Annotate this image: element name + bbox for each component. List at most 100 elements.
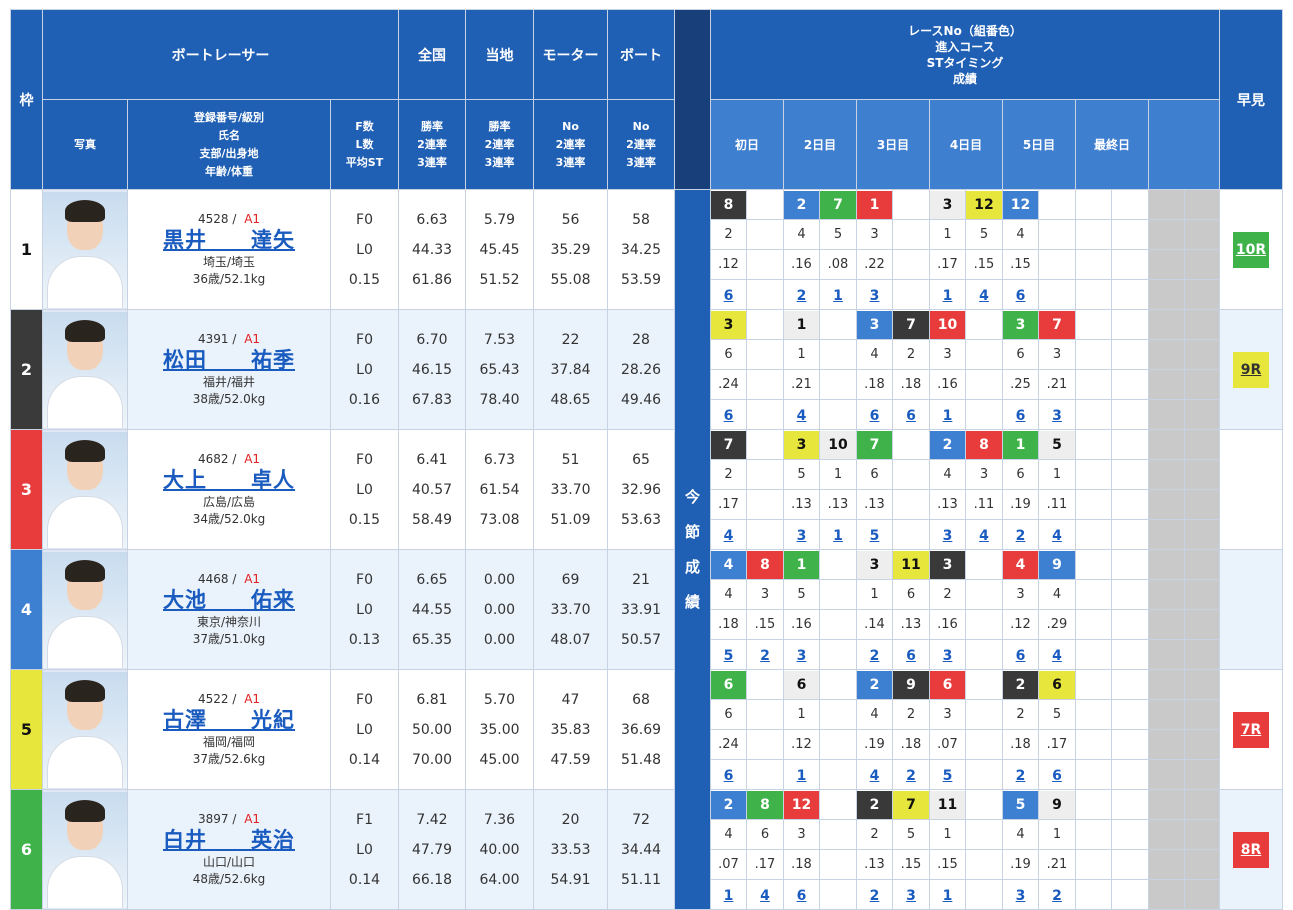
finish-rank-link[interactable]: 6 — [723, 288, 734, 304]
motor-stats-value: 54.91 — [550, 871, 591, 888]
entry-course: 1 — [783, 339, 820, 370]
race-cell-empty — [1184, 459, 1220, 490]
race-number-cell: 11 — [929, 789, 966, 820]
finish-rank-link[interactable]: 4 — [979, 528, 989, 544]
finish-rank-link[interactable]: 4 — [723, 528, 734, 544]
finish-rank-link[interactable]: 1 — [942, 288, 953, 304]
hayami-race-link[interactable]: 9R — [1233, 351, 1269, 388]
racer-info: 4468 / A1 大池 佑来 東京/神奈川 37歳/51.0kg — [127, 549, 331, 670]
st-timing: .16 — [783, 249, 820, 280]
entry-course: 6 — [710, 339, 747, 370]
hayami-race-link[interactable]: 7R — [1233, 711, 1269, 748]
race-number-cell: 8 — [710, 189, 747, 220]
finish-rank-link[interactable]: 6 — [723, 768, 734, 784]
finish-rank-link[interactable]: 1 — [942, 888, 953, 904]
finish-rank-link[interactable]: 6 — [1015, 648, 1026, 664]
finish-rank-link[interactable]: 2 — [869, 648, 880, 664]
st-timing: .12 — [783, 729, 820, 760]
st-timing: .16 — [929, 609, 966, 640]
racer-name-link[interactable]: 松田 祐季 — [163, 347, 295, 372]
finish-rank-link[interactable]: 5 — [869, 528, 880, 544]
class-separator: / — [228, 451, 241, 466]
finish-rank-link[interactable]: 1 — [796, 768, 807, 784]
race-cell-empty — [746, 699, 784, 730]
entry-course: 1 — [1038, 819, 1076, 850]
racer-photo — [42, 309, 128, 430]
finish-rank-link[interactable]: 3 — [796, 648, 807, 664]
finish-rank-link[interactable]: 1 — [833, 528, 843, 544]
finish-rank-link[interactable]: 1 — [723, 888, 734, 904]
race-number-cell: 12 — [965, 189, 1003, 220]
finish-rank-cell: 3 — [856, 279, 893, 310]
hayami-race-link[interactable]: 8R — [1233, 831, 1269, 868]
racer-name-link[interactable]: 大池 佑来 — [163, 587, 295, 612]
boat-stats: 65 32.96 53.63 — [607, 429, 675, 550]
finish-rank-link[interactable]: 2 — [1052, 888, 1062, 904]
finish-rank-link[interactable]: 3 — [906, 888, 916, 904]
racer-name-link[interactable]: 黒井 達矢 — [163, 227, 295, 252]
finish-rank-link[interactable]: 3 — [942, 528, 953, 544]
race-cell-empty — [965, 849, 1003, 880]
finish-rank-link[interactable]: 6 — [906, 648, 916, 664]
race-number-cell: 3 — [856, 309, 893, 340]
fl-stats-value: 0.15 — [348, 511, 381, 528]
finish-rank-link[interactable]: 4 — [869, 768, 880, 784]
race-cell-empty — [1148, 189, 1185, 220]
race-cell-empty — [1148, 219, 1185, 250]
race-number: 1 — [784, 550, 819, 579]
motor-stats-value: 20 — [561, 811, 580, 828]
finish-rank-link[interactable]: 2 — [1015, 768, 1026, 784]
race-number-cell: 2 — [783, 189, 820, 220]
finish-rank-link[interactable]: 6 — [796, 888, 807, 904]
race-cell-empty — [1111, 429, 1149, 460]
finish-rank-link[interactable]: 6 — [1015, 288, 1026, 304]
finish-rank-link[interactable]: 2 — [906, 768, 916, 784]
finish-rank-link[interactable]: 5 — [723, 648, 734, 664]
st-timing: .13 — [929, 489, 966, 520]
finish-rank-link[interactable]: 4 — [979, 288, 989, 304]
racer-name-link[interactable]: 白井 英治 — [163, 827, 295, 852]
race-number: 3 — [1003, 310, 1038, 339]
entry-course: 2 — [856, 819, 893, 850]
finish-rank-link[interactable]: 6 — [1015, 408, 1026, 424]
finish-rank-link[interactable]: 3 — [869, 288, 880, 304]
race-number-cell: 10 — [819, 429, 857, 460]
race-number: 12 — [1003, 190, 1038, 219]
hayami-cell — [1219, 549, 1283, 670]
finish-rank-link[interactable]: 3 — [1052, 408, 1062, 424]
finish-rank-link[interactable]: 4 — [1052, 528, 1062, 544]
race-cell-empty — [1075, 429, 1112, 460]
finish-rank-link[interactable]: 6 — [1052, 768, 1062, 784]
finish-rank-link[interactable]: 2 — [760, 648, 770, 664]
st-timing: .12 — [710, 249, 747, 280]
finish-rank-link[interactable]: 4 — [1052, 648, 1062, 664]
finish-rank-link[interactable]: 3 — [942, 648, 953, 664]
finish-rank-link[interactable]: 2 — [869, 888, 880, 904]
racer-name-link[interactable]: 大上 卓人 — [163, 467, 295, 492]
finish-rank-link[interactable]: 6 — [723, 408, 734, 424]
race-number: 7 — [1039, 310, 1075, 339]
finish-rank-link[interactable]: 2 — [796, 288, 807, 304]
waku-number: 2 — [10, 309, 43, 430]
zenkoku-stats: 7.42 47.79 66.18 — [398, 789, 466, 910]
finish-rank-link[interactable]: 6 — [869, 408, 880, 424]
finish-rank-link[interactable]: 5 — [942, 768, 953, 784]
finish-rank-link[interactable]: 3 — [1015, 888, 1026, 904]
race-cell-empty — [1111, 459, 1149, 490]
day-header-blank — [1148, 99, 1220, 190]
racer-name-link[interactable]: 古澤 光紀 — [163, 707, 295, 732]
finish-rank-link[interactable]: 4 — [796, 408, 807, 424]
finish-rank-link[interactable]: 1 — [942, 408, 953, 424]
race-cell-empty — [819, 669, 857, 700]
fl-line-1: F数 — [355, 119, 374, 133]
race-number-cell: 2 — [856, 669, 893, 700]
race-cell-empty — [1111, 189, 1149, 220]
finish-rank-link[interactable]: 6 — [906, 408, 916, 424]
finish-rank-link[interactable]: 2 — [1015, 528, 1026, 544]
hayami-race-link[interactable]: 10R — [1233, 231, 1269, 268]
finish-rank-link[interactable]: 1 — [833, 288, 843, 304]
finish-rank-link[interactable]: 4 — [760, 888, 770, 904]
finish-rank-link[interactable]: 3 — [796, 528, 807, 544]
race-number: 6 — [711, 670, 746, 699]
